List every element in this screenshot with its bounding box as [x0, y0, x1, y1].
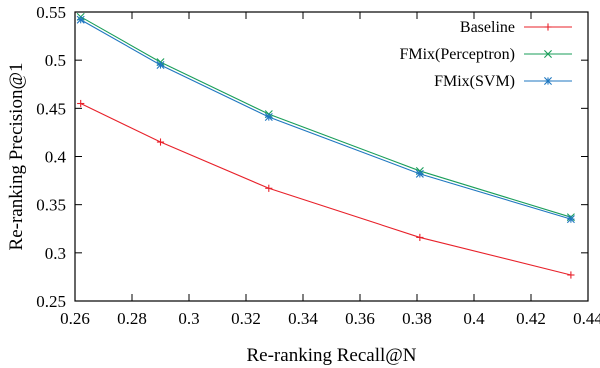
series-cross [76, 12, 575, 222]
legend: Baseline FMix(Perceptron) FMix(SVM) [399, 19, 572, 90]
data-point [264, 113, 273, 121]
legend-label: FMix(Perceptron) [399, 46, 515, 63]
y-axis-title: Re-ranking Precision@1 [6, 63, 27, 251]
data-point-stroke [156, 60, 165, 69]
data-point-stroke [415, 169, 424, 178]
legend-item: FMix(Perceptron) [399, 46, 572, 63]
x-tick-label: 0.42 [516, 309, 546, 328]
data-point-stroke [76, 15, 85, 24]
y-axis: 0.25 0.3 0.35 0.4 0.45 0.5 0.55 [36, 3, 588, 311]
legend-item: Baseline [460, 19, 572, 36]
y-tick-label: 0.25 [36, 292, 66, 311]
x-tick-label: 0.28 [117, 309, 147, 328]
legend-label: FMix(SVM) [434, 73, 515, 90]
legend-marker [544, 23, 552, 31]
legend-marker-stroke [544, 77, 552, 85]
series-layer [76, 12, 575, 279]
series-line [80, 103, 572, 276]
data-point [156, 138, 165, 146]
y-tick-label: 0.45 [36, 99, 66, 118]
y-tick-label: 0.5 [45, 51, 66, 70]
y-tick-label: 0.3 [45, 244, 66, 263]
x-tick-label: 0.38 [402, 309, 432, 328]
data-point [76, 15, 85, 24]
legend-marker [544, 77, 552, 85]
x-axis-title: Re-ranking Recall@N [247, 345, 417, 366]
y-tick-label: 0.4 [45, 148, 67, 167]
data-point [567, 271, 575, 279]
legend-label: Baseline [460, 19, 515, 36]
data-point [416, 233, 424, 242]
y-tick-label: 0.55 [36, 3, 66, 22]
data-point [77, 99, 85, 108]
series-star [76, 15, 575, 224]
legend-marker [544, 50, 552, 58]
data-point-stroke [264, 113, 273, 121]
x-axis: 0.26 0.28 0.3 0.32 0.34 0.36 0.38 0.4 0.42 0.44 [60, 12, 600, 328]
x-tick-label: 0.32 [231, 309, 261, 328]
x-tick-label: 0.36 [345, 309, 375, 328]
data-point [415, 169, 424, 178]
data-point [566, 215, 575, 224]
data-point-stroke [566, 215, 575, 224]
x-tick-label: 0.44 [573, 309, 600, 328]
legend-item: FMix(SVM) [434, 73, 572, 90]
x-tick-label: 0.4 [463, 309, 485, 328]
x-tick-label: 0.26 [60, 309, 90, 328]
x-tick-label: 0.3 [178, 309, 199, 328]
x-tick-label: 0.34 [288, 309, 318, 328]
data-point [156, 60, 165, 69]
data-point [265, 184, 273, 192]
legend-marker-stroke [544, 50, 552, 58]
series-plus [77, 99, 575, 279]
y-tick-label: 0.35 [36, 196, 66, 215]
